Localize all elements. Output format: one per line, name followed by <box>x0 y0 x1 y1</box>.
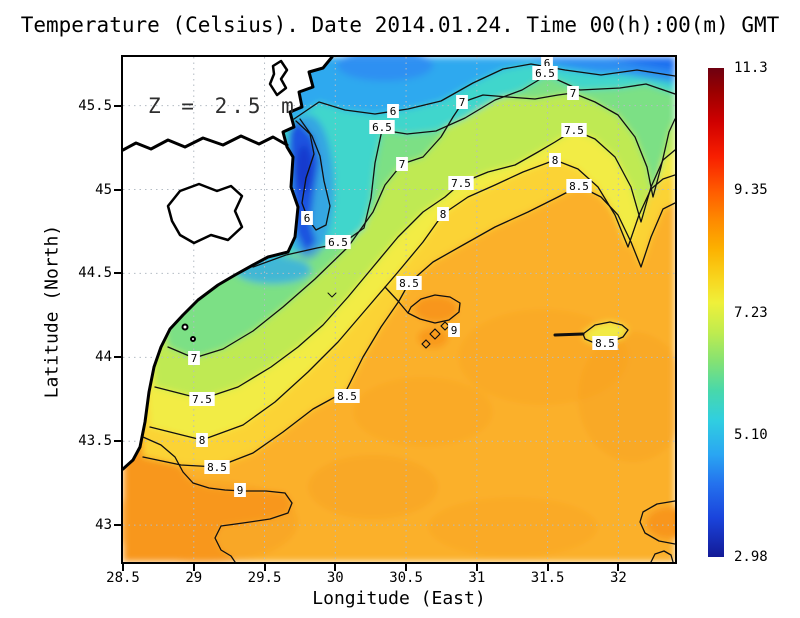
x-tick-mark <box>263 564 266 571</box>
svg-text:6.5: 6.5 <box>328 236 348 249</box>
contour-label: 8.5 <box>204 460 230 474</box>
x-tick-label: 31 <box>468 570 486 586</box>
contour-label: 6.5 <box>325 235 351 249</box>
contour-label: 8.5 <box>566 179 592 193</box>
svg-text:8.5: 8.5 <box>337 390 357 403</box>
x-tick-label: 29 <box>185 570 203 586</box>
svg-text:6: 6 <box>304 212 311 225</box>
svg-text:7.5: 7.5 <box>451 177 471 190</box>
x-tick-label: 32 <box>609 570 627 586</box>
contour-label: 7.5 <box>189 392 215 406</box>
svg-text:8.5: 8.5 <box>207 461 227 474</box>
y-tick-mark <box>114 356 121 359</box>
contour-label: 8 <box>437 207 449 221</box>
svg-text:8.5: 8.5 <box>399 277 419 290</box>
temperature-contour-map: 6666.56.56.577777.57.57.58888.58.58.58.5… <box>123 57 675 562</box>
svg-text:8.5: 8.5 <box>569 180 589 193</box>
contour-label: 8.5 <box>396 276 422 290</box>
x-tick-mark <box>334 564 337 571</box>
y-tick-label: 44 <box>95 349 112 366</box>
y-tick-label: 43.5 <box>78 433 112 450</box>
x-tick-mark <box>122 564 124 571</box>
x-axis-label: Longitude (East) <box>312 588 486 609</box>
x-tick-mark <box>192 564 195 571</box>
contour-label: 6 <box>387 104 399 118</box>
contour-labels: 6666.56.56.577777.57.57.58888.58.58.58.5… <box>188 57 618 497</box>
svg-text:6: 6 <box>544 57 551 70</box>
svg-text:8: 8 <box>199 434 206 447</box>
svg-text:6: 6 <box>390 105 397 118</box>
y-tick-label: 45 <box>95 181 112 198</box>
svg-text:8: 8 <box>440 208 447 221</box>
x-tick-mark <box>617 564 620 571</box>
svg-text:8: 8 <box>552 154 559 167</box>
svg-text:7.5: 7.5 <box>564 124 584 137</box>
contour-label: 6.5 <box>369 120 395 134</box>
contour-label: 7 <box>396 157 408 171</box>
depth-annotation: Z = 2.5 m <box>148 94 298 118</box>
svg-text:7: 7 <box>570 87 577 100</box>
colorbar-tick-label: 7.23 <box>734 304 768 321</box>
y-tick-mark <box>114 188 121 191</box>
x-tick-label: 31.5 <box>530 570 565 586</box>
grid-lines <box>123 57 675 562</box>
contour-label: 7 <box>188 351 200 365</box>
colorbar-tick-label: 2.98 <box>734 549 768 565</box>
y-tick-label: 44.5 <box>78 265 112 282</box>
colorbar <box>708 68 724 557</box>
contour-label: 9 <box>448 323 460 337</box>
svg-text:8.5: 8.5 <box>595 337 615 350</box>
y-tick-label: 43 <box>95 517 112 534</box>
colorbar-tick-label: 5.10 <box>734 426 768 443</box>
x-tick-label: 30 <box>326 570 344 586</box>
svg-text:7.5: 7.5 <box>192 393 212 406</box>
contour-label: 7 <box>456 95 468 109</box>
contour-label: 6 <box>301 211 313 225</box>
x-tick-mark <box>475 564 478 571</box>
svg-text:9: 9 <box>237 484 244 497</box>
contour-label: 8 <box>196 433 208 447</box>
contour-label: 7.5 <box>561 123 587 137</box>
y-tick-mark <box>114 524 121 527</box>
contour-label: 7 <box>567 86 579 100</box>
svg-text:6.5: 6.5 <box>535 67 555 80</box>
svg-text:7: 7 <box>459 96 466 109</box>
x-tick-label: 30.5 <box>389 570 423 586</box>
x-tick-mark <box>546 564 549 571</box>
svg-text:7: 7 <box>399 158 406 171</box>
x-tick-label: 29.5 <box>247 570 282 586</box>
chart-title: Temperature (Celsius). Date 2014.01.24. … <box>20 13 780 37</box>
plot-area: 6 6 6 6.5 6.5 6.5 7 7 7 7 7.5 7.5 7.5 8 8 8 8.5 8.5 8.5 8.5… <box>121 55 677 564</box>
x-tick-mark <box>405 564 408 571</box>
contour-label: 6.5 <box>532 66 558 80</box>
svg-text:7: 7 <box>191 352 198 365</box>
svg-text:9: 9 <box>451 324 458 337</box>
contour-label: 7.5 <box>448 176 474 190</box>
coastline <box>123 57 334 471</box>
svg-text:6.5: 6.5 <box>372 121 392 134</box>
contour-label: 9 <box>234 483 246 497</box>
colorbar-tick-label: 9.35 <box>734 182 768 199</box>
y-axis-label: Latitude (North) <box>41 224 63 399</box>
y-tick-label: 45.5 <box>78 97 112 114</box>
y-tick-mark <box>114 272 121 275</box>
x-tick-label: 28.5 <box>106 570 140 586</box>
y-tick-mark <box>114 104 121 107</box>
contour-label: 6 <box>541 57 553 70</box>
contour-label: 8.5 <box>334 389 360 403</box>
colorbar-tick-label: 11.3 <box>734 60 768 76</box>
y-tick-mark <box>114 440 121 443</box>
contour-label: 8 <box>549 153 561 167</box>
contour-label: 8.5 <box>592 336 618 350</box>
land-mass <box>123 57 332 469</box>
